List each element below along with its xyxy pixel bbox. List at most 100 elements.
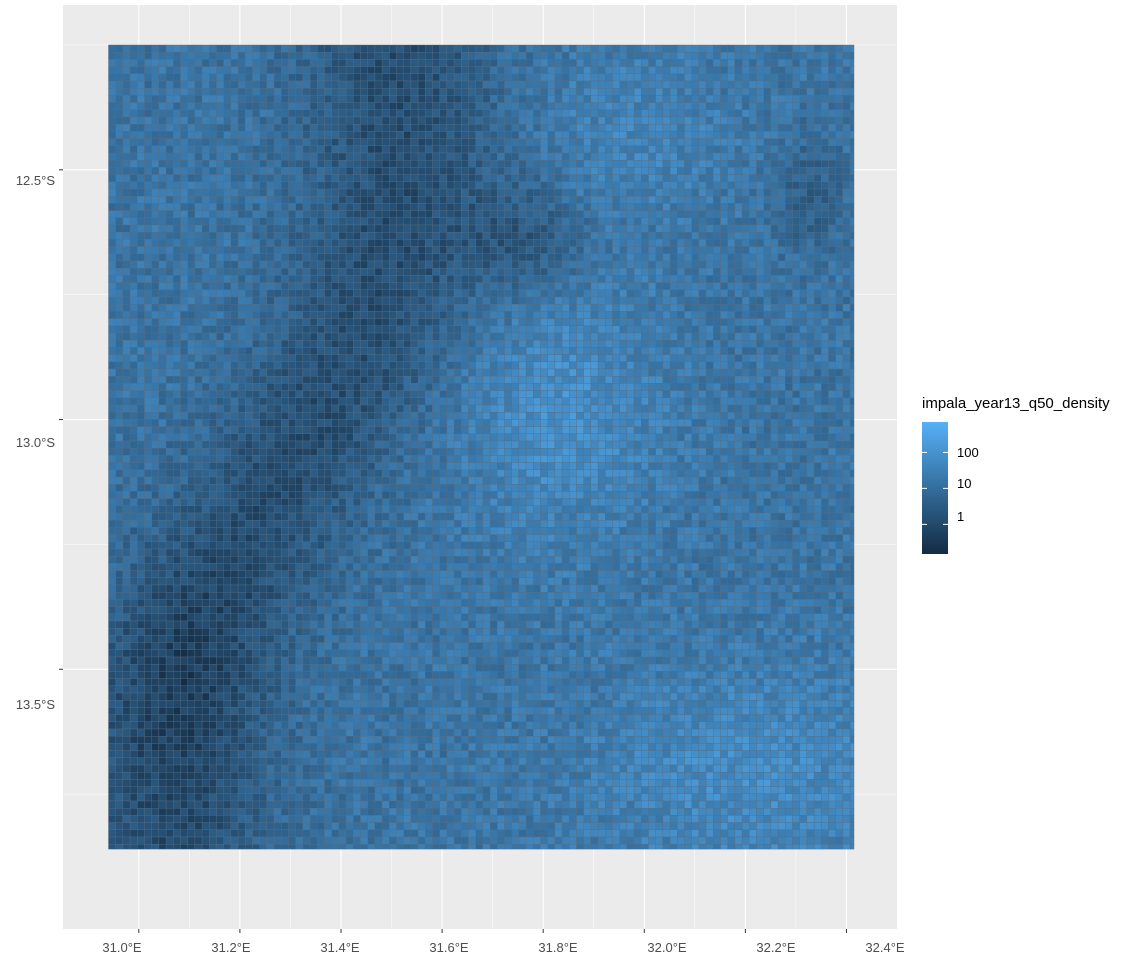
raster-cell bbox=[266, 383, 275, 391]
raster-cell bbox=[302, 275, 311, 283]
raster-cell bbox=[144, 332, 152, 341]
raster-cell bbox=[597, 109, 606, 118]
raster-cell bbox=[605, 44, 613, 53]
raster-cell bbox=[597, 282, 606, 290]
raster-cell bbox=[273, 282, 282, 290]
raster-cell bbox=[410, 66, 419, 74]
raster-cell bbox=[655, 167, 664, 175]
raster-cell bbox=[194, 145, 203, 154]
raster-cell bbox=[108, 304, 116, 312]
raster-cell bbox=[583, 59, 592, 67]
raster-cell bbox=[201, 275, 210, 283]
raster-cell bbox=[151, 239, 160, 247]
raster-cell bbox=[605, 325, 613, 334]
raster-cell bbox=[425, 66, 433, 74]
raster-cell bbox=[417, 311, 426, 319]
raster-cell bbox=[569, 246, 577, 254]
raster-cell bbox=[842, 332, 851, 341]
raster-cell bbox=[273, 66, 282, 74]
raster-cell bbox=[389, 210, 397, 218]
raster-cell bbox=[597, 311, 606, 319]
raster-cell bbox=[317, 296, 325, 305]
raster-cell bbox=[338, 275, 347, 283]
raster-cell bbox=[317, 311, 325, 319]
raster-cell bbox=[309, 44, 318, 53]
raster-cell bbox=[317, 340, 325, 348]
raster-cell bbox=[561, 80, 570, 89]
raster-cell bbox=[821, 275, 829, 283]
raster-cell bbox=[806, 332, 815, 341]
raster-cell bbox=[684, 167, 692, 175]
raster-cell bbox=[525, 332, 534, 341]
raster-cell bbox=[360, 88, 368, 96]
raster-cell bbox=[187, 88, 196, 96]
raster-cell bbox=[828, 253, 836, 262]
raster-cell bbox=[799, 95, 808, 103]
raster-cell bbox=[727, 311, 736, 319]
raster-cell bbox=[741, 160, 750, 168]
raster-cell bbox=[252, 332, 260, 341]
raster-cell bbox=[108, 73, 116, 82]
raster-cell bbox=[410, 260, 419, 269]
raster-cell bbox=[165, 52, 174, 60]
raster-cell bbox=[605, 239, 613, 247]
raster-cell bbox=[338, 80, 347, 89]
raster-cell bbox=[223, 44, 232, 53]
raster-cell bbox=[410, 102, 419, 110]
raster-cell bbox=[554, 80, 563, 89]
raster-cell bbox=[511, 354, 520, 362]
raster-cell bbox=[475, 160, 484, 168]
raster-cell bbox=[821, 232, 829, 240]
raster-cell bbox=[662, 167, 671, 175]
raster-cell bbox=[590, 145, 599, 154]
raster-cell bbox=[410, 296, 419, 305]
raster-cell bbox=[252, 66, 260, 74]
raster-cell bbox=[576, 232, 584, 240]
raster-cell bbox=[619, 73, 628, 82]
raster-cell bbox=[605, 217, 613, 226]
raster-cell bbox=[432, 109, 440, 118]
raster-cell bbox=[475, 224, 484, 233]
raster-cell bbox=[194, 210, 203, 218]
raster-cell bbox=[648, 95, 656, 103]
raster-cell bbox=[641, 160, 649, 168]
raster-cell bbox=[842, 246, 851, 254]
raster-cell bbox=[252, 354, 260, 362]
raster-cell bbox=[389, 340, 397, 348]
raster-cell bbox=[504, 383, 512, 391]
raster-cell bbox=[201, 311, 210, 319]
raster-cell bbox=[158, 174, 167, 182]
raster-cell bbox=[245, 196, 253, 204]
raster-cell bbox=[281, 268, 289, 276]
raster-cell bbox=[201, 232, 210, 240]
raster-cell bbox=[216, 138, 224, 146]
raster-cell bbox=[547, 66, 556, 74]
raster-cell bbox=[266, 268, 275, 276]
raster-cell bbox=[633, 196, 642, 204]
raster-cell bbox=[749, 73, 757, 82]
raster-cell bbox=[799, 296, 808, 305]
raster-cell bbox=[597, 246, 606, 254]
raster-cell bbox=[605, 332, 613, 341]
raster-cell bbox=[489, 196, 498, 204]
raster-cell bbox=[187, 368, 196, 377]
raster-cell bbox=[569, 80, 577, 89]
raster-cell bbox=[396, 332, 404, 341]
raster-cell bbox=[302, 203, 311, 211]
raster-cell bbox=[626, 102, 635, 110]
raster-cell bbox=[216, 160, 224, 168]
raster-cell bbox=[597, 275, 606, 283]
raster-cell bbox=[237, 383, 246, 391]
raster-cell bbox=[612, 224, 620, 233]
raster-cell bbox=[518, 109, 527, 118]
raster-cell bbox=[684, 260, 692, 269]
raster-cell bbox=[770, 304, 779, 312]
raster-cell bbox=[813, 296, 822, 305]
raster-cell bbox=[273, 181, 282, 190]
raster-cell bbox=[821, 145, 829, 154]
raster-cell bbox=[669, 167, 678, 175]
raster-cell bbox=[453, 73, 462, 82]
raster-cell bbox=[144, 160, 152, 168]
raster-cell bbox=[122, 66, 131, 74]
raster-cell bbox=[151, 73, 160, 82]
